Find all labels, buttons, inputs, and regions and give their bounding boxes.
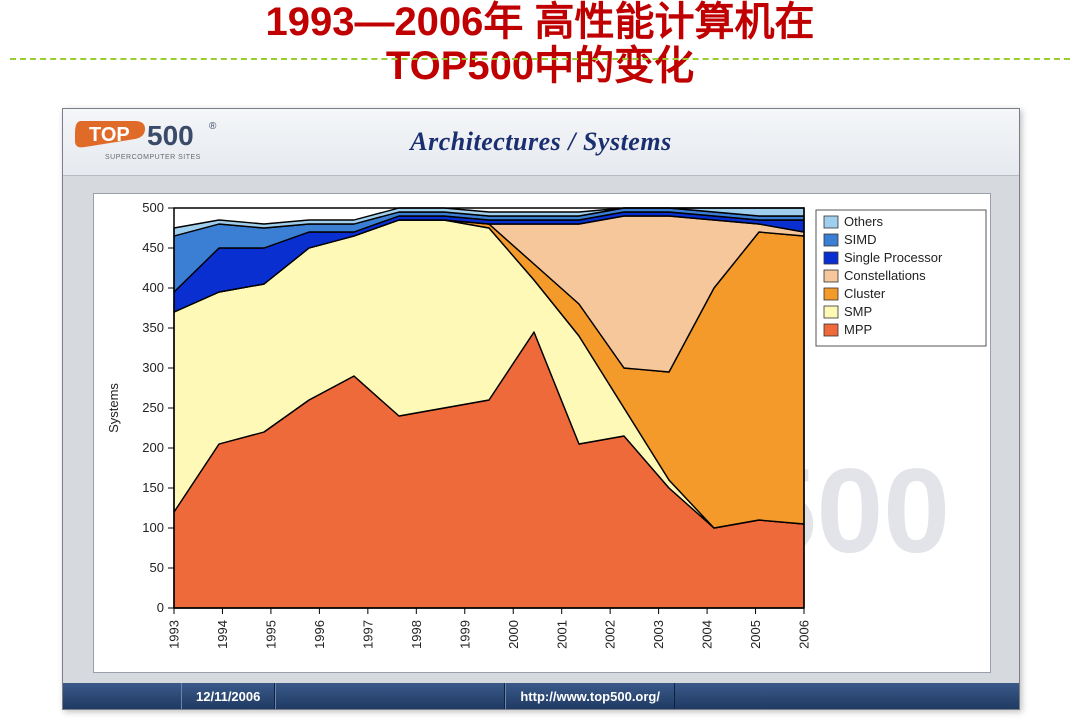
dashed-rule (10, 58, 1070, 60)
legend-item-mpp: MPP (844, 322, 872, 337)
svg-text:150: 150 (142, 480, 164, 495)
logo-reg-mark: ® (209, 121, 217, 132)
svg-text:2003: 2003 (651, 620, 666, 649)
legend-item-simd: SIMD (844, 232, 877, 247)
card-footer: 12/11/2006 http://www.top500.org/ (63, 683, 1019, 709)
plot-area: 500050100150200250300350400450500Systems… (93, 193, 991, 673)
svg-text:500: 500 (142, 200, 164, 215)
logo-top-text: TOP (89, 124, 130, 146)
svg-text:0: 0 (157, 600, 164, 615)
title-line-2: TOP500中的变化 (0, 44, 1080, 88)
legend: Others SIMD Single Processor Constellations… (816, 210, 986, 346)
svg-text:1993: 1993 (167, 620, 182, 649)
footer-date: 12/11/2006 (181, 683, 275, 709)
svg-text:100: 100 (142, 520, 164, 535)
y-axis-label: Systems (106, 383, 121, 433)
footer-url: http://www.top500.org/ (505, 683, 675, 709)
legend-item-others: Others (844, 214, 884, 229)
svg-text:50: 50 (150, 560, 164, 575)
svg-text:350: 350 (142, 320, 164, 335)
svg-text:2000: 2000 (506, 620, 521, 649)
svg-text:250: 250 (142, 400, 164, 415)
svg-text:1998: 1998 (409, 620, 424, 649)
svg-text:300: 300 (142, 360, 164, 375)
legend-item-single-processor: Single Processor (844, 250, 943, 265)
legend-item-smp: SMP (844, 304, 872, 319)
svg-text:2002: 2002 (603, 620, 618, 649)
top500-logo: TOP 500 ® SUPERCOMPUTER SITES (75, 117, 245, 167)
svg-text:1999: 1999 (457, 620, 472, 649)
area-chart: 500050100150200250300350400450500Systems… (94, 194, 990, 672)
card-header: TOP 500 ® SUPERCOMPUTER SITES Architectu… (63, 109, 1019, 176)
logo-500-text: 500 (147, 120, 194, 151)
svg-text:1996: 1996 (312, 620, 327, 649)
legend-item-constellations: Constellations (844, 268, 926, 283)
svg-text:1994: 1994 (215, 620, 230, 649)
logo-subtext: SUPERCOMPUTER SITES (105, 154, 201, 161)
svg-text:1995: 1995 (263, 620, 278, 649)
svg-text:200: 200 (142, 440, 164, 455)
svg-text:2005: 2005 (748, 620, 763, 649)
legend-item-cluster: Cluster (844, 286, 886, 301)
svg-text:450: 450 (142, 240, 164, 255)
svg-text:2006: 2006 (797, 620, 812, 649)
chart-card: TOP 500 ® SUPERCOMPUTER SITES Architectu… (62, 108, 1020, 710)
footer-spacer (63, 683, 181, 709)
svg-text:400: 400 (142, 280, 164, 295)
svg-text:2001: 2001 (554, 620, 569, 649)
slide-title: 1993—2006年 高性能计算机在 TOP500中的变化 (0, 0, 1080, 88)
title-line-1: 1993—2006年 高性能计算机在 (0, 0, 1080, 44)
svg-text:1997: 1997 (360, 620, 375, 649)
svg-text:2004: 2004 (700, 620, 715, 649)
slide: 1993—2006年 高性能计算机在 TOP500中的变化 TOP 500 ® … (0, 0, 1080, 722)
